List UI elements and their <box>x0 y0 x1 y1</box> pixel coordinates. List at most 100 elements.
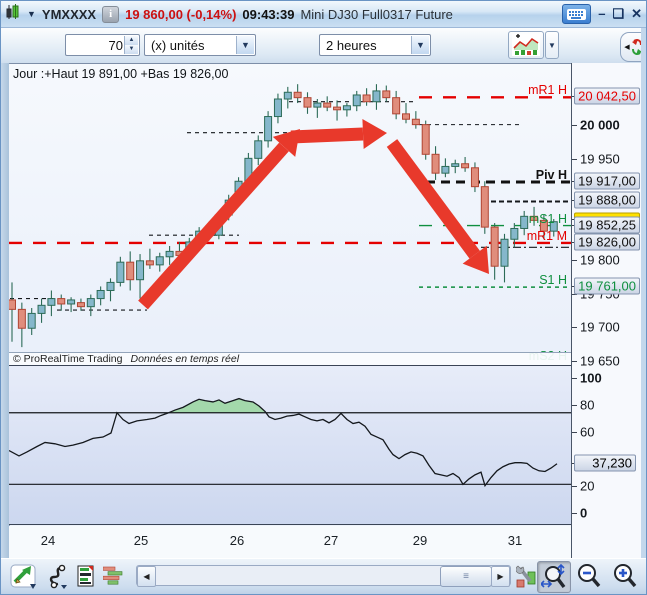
spinner-buttons[interactable]: ▲ ▼ <box>124 36 138 54</box>
orders-list-button[interactable] <box>75 563 97 589</box>
level-label: mS1 H <box>528 211 567 226</box>
candle-body <box>155 256 164 266</box>
axis-tick <box>572 405 577 406</box>
candle-body <box>500 238 509 267</box>
axis-tick <box>572 360 577 362</box>
market-depth-button[interactable] <box>101 563 127 589</box>
info-icon[interactable]: i <box>102 5 120 23</box>
settings-wrench-button[interactable] <box>515 563 537 591</box>
candle-body <box>480 186 489 228</box>
candle-body <box>126 261 135 281</box>
candle-body <box>303 97 312 108</box>
candle-body <box>372 90 381 103</box>
drawing-tools-icon <box>10 564 36 589</box>
candle-body <box>441 165 450 174</box>
minimize-button[interactable]: – <box>598 6 606 21</box>
chevron-down-icon[interactable]: ▼ <box>236 36 254 54</box>
candle-body <box>57 298 66 305</box>
brand-label: © ProRealTime Trading <box>13 353 123 365</box>
chevron-down-icon[interactable]: ▼ <box>411 36 429 54</box>
units-select[interactable]: (x) unités ▼ <box>144 34 256 56</box>
price-level-box: 19 917,00 <box>574 172 640 190</box>
market-depth-icon <box>103 566 123 585</box>
candle-body <box>490 226 499 267</box>
spin-down-icon[interactable]: ▼ <box>125 45 138 54</box>
oscillator-value-box: 37,230 <box>574 454 636 472</box>
chart-type-button[interactable] <box>508 31 544 59</box>
clock-label: 09:43:39 <box>242 6 295 22</box>
keyboard-icon[interactable] <box>562 4 592 24</box>
axis-tick <box>572 259 577 261</box>
axis-tick <box>572 378 577 379</box>
candle-body <box>76 302 85 308</box>
candle-body <box>313 102 322 108</box>
candle-body <box>470 167 479 188</box>
date-label: 31 <box>507 533 523 548</box>
scroll-right-icon[interactable]: ▶ <box>491 566 510 587</box>
zoom-in-icon <box>614 564 637 588</box>
axis-tick <box>572 486 577 487</box>
price-level-box: 19 826,00 <box>574 233 640 251</box>
zoom-in-button[interactable] <box>609 561 641 591</box>
horizontal-scrollbar[interactable]: ◀ ≡ ▶ <box>136 565 511 587</box>
level-label: S1 H <box>539 273 567 288</box>
annotation-arrow-head <box>362 119 387 149</box>
axis-tick <box>572 513 577 514</box>
candle-body <box>47 298 56 306</box>
candle-body <box>431 153 440 174</box>
scroll-left-icon[interactable]: ◀ <box>137 566 156 587</box>
zoom-out-button[interactable] <box>573 561 605 591</box>
axis-tick <box>572 124 577 126</box>
axis-tick <box>572 327 577 329</box>
candle-body <box>352 94 361 107</box>
units-select-value: (x) unités <box>151 37 205 53</box>
candle-body <box>96 289 105 300</box>
candle-body <box>549 221 558 232</box>
candle-body <box>539 219 548 232</box>
candlestick-logo-icon <box>5 3 21 25</box>
maximize-button[interactable]: ❑ <box>612 6 625 21</box>
chevron-down-icon: ▼ <box>548 40 556 50</box>
candle-body <box>293 91 302 99</box>
drawing-tools-button[interactable] <box>9 563 39 591</box>
oscillator-panel <box>8 365 571 525</box>
candle-body <box>273 98 282 118</box>
oscillator-line <box>8 397 558 488</box>
chart-type-dropdown[interactable]: ▼ <box>545 31 559 59</box>
symbol-label: YMXXXX <box>41 6 97 22</box>
candle-body <box>145 260 154 266</box>
candle-body <box>333 106 342 111</box>
candle-body <box>9 299 16 310</box>
wrench-icon <box>516 565 536 588</box>
zoom-fit-button[interactable] <box>537 561 571 593</box>
freehand-tool-button[interactable] <box>45 563 71 591</box>
price-axis-label: 19 800 <box>580 252 620 268</box>
oscillator-axis-label: 80 <box>580 397 595 413</box>
price-level-box: 19 761,00 <box>574 277 640 295</box>
close-button[interactable]: ✕ <box>631 6 642 21</box>
candle-body <box>136 260 145 281</box>
window-edge <box>641 28 646 558</box>
annotation-arrow-shaft <box>386 139 480 259</box>
candle-body <box>362 94 371 103</box>
scrollbar-thumb[interactable]: ≡ <box>440 566 492 587</box>
freehand-tool-icon <box>49 564 67 589</box>
price-axis-label: 20 000 <box>580 117 620 133</box>
collapse-left-icon: ◀ <box>624 44 630 51</box>
price-level-box: 20 042,50 <box>574 87 640 105</box>
annotation-arrow-head <box>462 245 489 274</box>
transfer-arrows-icon <box>631 39 642 55</box>
oscillator-axis-label: 60 <box>580 424 595 440</box>
candle-body <box>411 118 420 126</box>
level-label: mR1 H <box>528 83 567 98</box>
spin-up-icon[interactable]: ▲ <box>125 36 138 45</box>
oscillator-axis-label: 20 <box>580 478 595 494</box>
candle-body <box>451 163 460 167</box>
symbol-dropdown-icon[interactable]: ▼ <box>27 9 36 19</box>
bars-count-spinner[interactable]: 70 ▲ ▼ <box>65 34 140 56</box>
candle-body <box>254 140 263 159</box>
timeframe-select[interactable]: 2 heures ▼ <box>319 34 431 56</box>
zoom-out-icon <box>578 564 601 588</box>
bars-count-value: 70 <box>108 37 123 53</box>
